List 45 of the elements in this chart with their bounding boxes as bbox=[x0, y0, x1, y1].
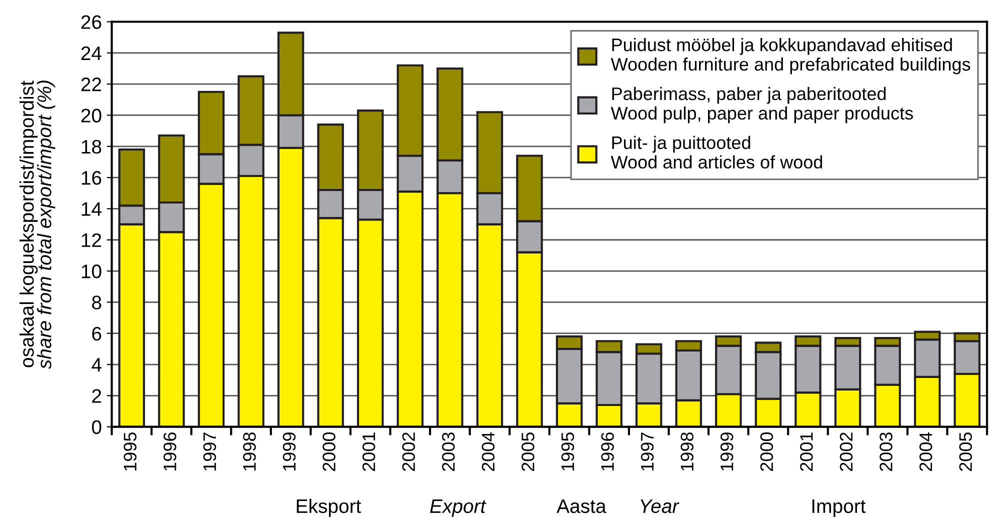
x-tick-label: 1996 bbox=[601, 432, 614, 470]
text: Year bbox=[640, 500, 680, 514]
y-tick-label: 8 bbox=[92, 296, 102, 310]
x-tick-label: 2004 bbox=[482, 432, 495, 471]
text: Eksport bbox=[296, 498, 362, 517]
y-tick-label: 0 bbox=[92, 420, 102, 434]
y-tick-label: 10 bbox=[82, 264, 102, 278]
x-tick-label: 2000 bbox=[322, 432, 336, 471]
y-tick-label: 24 bbox=[81, 46, 102, 60]
y-tick-label: 18 bbox=[82, 140, 102, 154]
y-tick-label: 12 bbox=[82, 233, 102, 247]
x-tick-label: 1998 bbox=[680, 432, 694, 470]
x-tick-label: 2003 bbox=[442, 432, 455, 471]
x-tick-label: 1998 bbox=[243, 432, 256, 470]
text: Import bbox=[812, 500, 866, 517]
text: Aasta bbox=[556, 500, 606, 514]
legend-label: Paberimass, paber ja paberitooted Wood pulp, paper and paper products bbox=[610, 86, 913, 124]
y-tick-label: 2 bbox=[92, 389, 102, 403]
x-tick-label: 1999 bbox=[282, 432, 296, 470]
x-tick-label: 1996 bbox=[163, 432, 176, 470]
y-tick-label: 4 bbox=[92, 358, 102, 372]
x-tick-label: 2001 bbox=[362, 432, 376, 471]
legend-label: Puidust mööbel ja kokkupandavad ehitised Wooden furniture and prefabricated buildings bbox=[610, 38, 970, 74]
y-tick-label: 14 bbox=[82, 202, 102, 216]
x-tick-label: 2000 bbox=[760, 432, 774, 471]
y-tick-label: 16 bbox=[82, 171, 102, 185]
x-tick-label: 2003 bbox=[880, 432, 892, 471]
x-tick-label: 2002 bbox=[840, 432, 853, 471]
x-tick-label: 1997 bbox=[640, 432, 654, 470]
x-tick-label: 2005 bbox=[959, 432, 972, 471]
x-tick-label: 1995 bbox=[124, 432, 136, 470]
x-tick-label: 1999 bbox=[720, 432, 734, 470]
y-tick-label: 6 bbox=[92, 326, 102, 341]
x-tick-label: 1995 bbox=[561, 432, 574, 470]
x-tick-label: 2004 bbox=[919, 432, 932, 471]
x-tick-label: 2002 bbox=[402, 432, 415, 471]
legend-label: Puit- ja puittooted Wood and articles of wood bbox=[610, 136, 822, 169]
x-tick-label: 1997 bbox=[203, 432, 216, 470]
y-axis-title: osakaal koguekspordist/impordist share from total export/import (%) bbox=[20, 80, 56, 370]
y-tick-label: 22 bbox=[81, 78, 102, 92]
y-tick-label: 26 bbox=[81, 15, 102, 29]
x-tick-label: 2005 bbox=[522, 432, 534, 471]
text: Export bbox=[430, 500, 486, 517]
y-tick-label: 20 bbox=[81, 108, 102, 122]
x-tick-label: 2001 bbox=[800, 432, 813, 471]
